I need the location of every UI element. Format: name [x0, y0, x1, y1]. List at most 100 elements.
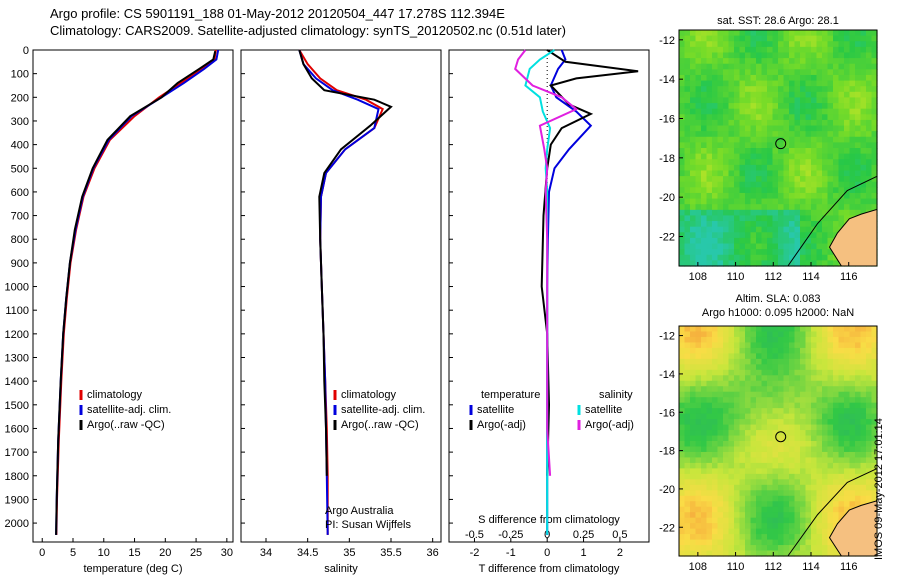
map-cell — [723, 125, 730, 132]
map-cell — [778, 35, 785, 42]
map-cell — [833, 209, 840, 217]
map-cell — [695, 495, 702, 502]
map-cell — [849, 192, 856, 200]
map-cell — [712, 114, 719, 121]
map-cell — [750, 41, 757, 48]
map-cell — [827, 490, 834, 497]
map-cell — [695, 249, 702, 256]
map-cell — [734, 501, 741, 508]
map-cell — [739, 187, 746, 194]
map-cell — [695, 41, 702, 48]
map-cell — [690, 523, 697, 530]
map-cell — [745, 192, 752, 200]
map-cell — [849, 142, 856, 149]
map-cell — [778, 528, 785, 535]
map-cell — [822, 402, 829, 409]
map-cell — [739, 539, 746, 546]
map-cell — [706, 408, 713, 415]
map-cell — [717, 63, 724, 70]
map-cell — [701, 528, 708, 535]
map-cell — [838, 148, 845, 155]
map-cell — [811, 232, 818, 239]
map-cell — [723, 358, 730, 365]
map-cell — [728, 170, 735, 177]
map-cell — [761, 462, 768, 469]
map-cell — [739, 97, 746, 104]
map-cell — [860, 413, 867, 420]
map-cell — [778, 501, 785, 508]
map-cell — [827, 181, 834, 188]
map-cell — [701, 451, 708, 459]
map-cell — [734, 221, 741, 228]
map-cell — [800, 484, 807, 491]
map-cell — [822, 342, 829, 349]
map-cell — [679, 435, 686, 442]
map-cell — [679, 347, 686, 354]
map-cell — [690, 215, 697, 222]
y-tick-label: 1100 — [5, 305, 29, 317]
map-cell — [756, 148, 763, 155]
map-cell — [734, 336, 741, 344]
map-cell — [772, 63, 779, 70]
map-cell — [805, 353, 812, 360]
map-cell — [745, 86, 752, 93]
map-cell — [690, 457, 697, 464]
map-cell — [783, 397, 790, 404]
map-cell — [717, 512, 724, 519]
map-cell — [745, 451, 752, 459]
map-cell — [717, 402, 724, 409]
map-cell — [827, 495, 834, 502]
map-cell — [723, 419, 730, 426]
map-cell — [866, 131, 873, 138]
map-cell — [849, 41, 856, 48]
map-cell — [855, 353, 862, 360]
map-cell — [860, 479, 867, 486]
map-cell — [756, 260, 763, 267]
map-cell — [761, 512, 768, 519]
map-y-tick-label: -16 — [659, 407, 675, 419]
map-cell — [745, 187, 752, 194]
map-x-tick-label: 114 — [802, 561, 820, 573]
map-cell — [728, 523, 735, 530]
map-cell — [756, 243, 763, 250]
map-cell — [800, 254, 807, 261]
map-cell — [739, 153, 746, 160]
map-cell — [805, 451, 812, 459]
map-cell — [717, 119, 724, 127]
map-cell — [739, 534, 746, 541]
map-cell — [701, 164, 708, 172]
map-cell — [794, 331, 801, 338]
map-cell — [734, 243, 741, 250]
map-cell — [827, 550, 834, 557]
map-cell — [750, 243, 757, 250]
x-tick-label: -2 — [470, 547, 480, 559]
map-cell — [778, 369, 785, 376]
map-cell — [679, 176, 686, 183]
map-cell — [789, 136, 796, 143]
map-cell — [679, 397, 686, 404]
map-cell — [690, 209, 697, 217]
map-cell — [690, 473, 697, 480]
map-cell — [717, 142, 724, 149]
map-cell — [833, 484, 840, 491]
map-cell — [794, 58, 801, 65]
map-y-tick-label: -20 — [659, 192, 675, 204]
map-cell — [838, 153, 845, 160]
map-cell — [789, 69, 796, 76]
map-cell — [684, 358, 691, 365]
x-tick-label: 5 — [70, 547, 76, 559]
map-cell — [871, 131, 878, 138]
map-cell — [811, 148, 818, 155]
map-cell — [690, 484, 697, 491]
map-cell — [838, 198, 845, 205]
map-cell — [745, 237, 752, 245]
map-cell — [833, 63, 840, 70]
map-cell — [684, 187, 691, 194]
map-cell — [761, 353, 768, 360]
map-cell — [811, 495, 818, 502]
map-cell — [690, 501, 697, 508]
map-cell — [866, 80, 873, 87]
map-cell — [750, 380, 757, 387]
map-cell — [679, 490, 686, 497]
map-cell — [767, 353, 774, 360]
